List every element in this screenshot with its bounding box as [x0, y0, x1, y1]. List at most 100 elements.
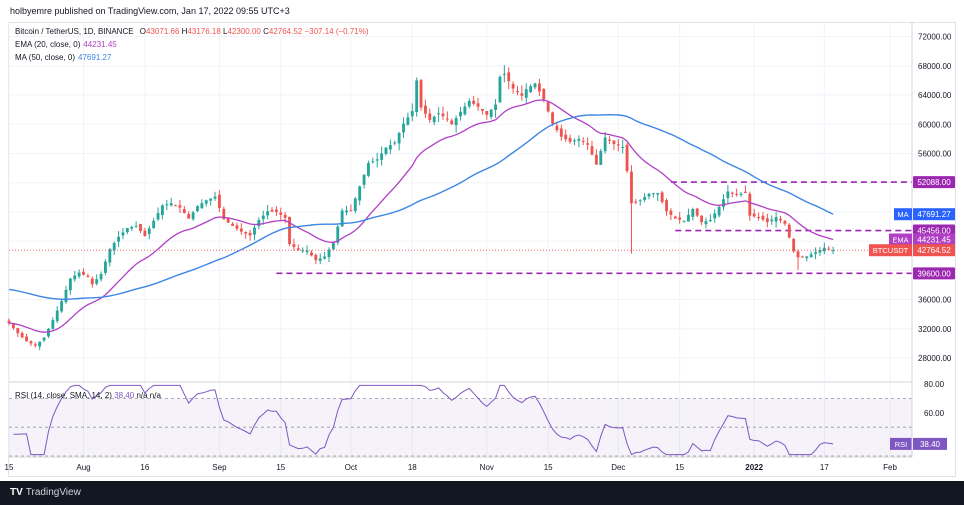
- indicator-tag-name: EMA: [892, 235, 908, 244]
- level-tag: [913, 267, 955, 280]
- candle-body: [248, 232, 252, 236]
- candle-body: [590, 146, 594, 155]
- candle-body: [630, 171, 633, 204]
- ohlc-o-label: O: [139, 27, 147, 36]
- candle-body: [713, 213, 717, 219]
- level-tag-label: 45456.00: [917, 227, 951, 236]
- ma-line: [8, 113, 834, 300]
- candle-body: [253, 227, 256, 235]
- candle-body: [112, 243, 116, 251]
- candle-body: [638, 200, 642, 202]
- candle-body: [301, 250, 305, 252]
- candle-body: [647, 193, 651, 197]
- price-tags: 52088.00 45456.00 39600.00 MA 47691.27 EMA 442…: [869, 176, 955, 280]
- candle-body: [480, 108, 484, 111]
- legend-ema[interactable]: EMA (20, close, 0) 44231.45: [15, 40, 117, 49]
- candle-body: [345, 210, 348, 213]
- candle-body: [77, 272, 81, 277]
- rsi-na-1: n/a: [136, 391, 148, 400]
- candle-body: [261, 215, 265, 220]
- candle-body: [459, 111, 462, 117]
- grid-lines: [8, 22, 912, 456]
- candle-body: [274, 209, 278, 212]
- footer-bar: TV TradingView: [0, 481, 964, 505]
- candle-body: [397, 133, 401, 144]
- indicator-tag-value: 44231.45: [917, 235, 951, 244]
- candle-body: [244, 231, 248, 234]
- candle-body: [288, 216, 291, 245]
- candle-body: [608, 139, 611, 141]
- legend-symbol: Bitcoin / TetherUS, 1D, BINANCE O43071.6…: [15, 27, 369, 36]
- price-tick-label: 68000.00: [918, 62, 952, 71]
- candle-body: [735, 193, 739, 195]
- indicator-tag-name-box: [889, 233, 912, 246]
- candle-body: [160, 205, 164, 216]
- candle-body: [213, 196, 217, 199]
- candle-body: [90, 278, 94, 285]
- candle-body: [279, 212, 283, 215]
- candle-body: [665, 200, 668, 212]
- candle-body: [744, 191, 747, 193]
- time-tick-label: 2022: [745, 463, 763, 472]
- candle-body: [327, 249, 331, 258]
- candle-body: [822, 247, 826, 252]
- candle-body: [678, 217, 682, 220]
- time-tick-label: Aug: [76, 463, 90, 472]
- candle-body: [86, 275, 90, 277]
- candle-body: [551, 112, 554, 124]
- candle-body: [573, 140, 576, 142]
- legend-rsi[interactable]: RSI (14, close, SMA, 14, 2) 38.40 n/a n/…: [15, 391, 161, 400]
- candle-body: [752, 213, 756, 217]
- candle-body: [555, 125, 559, 131]
- indicator-tag-value: 47691.27: [917, 210, 951, 219]
- candle-body: [564, 134, 568, 140]
- candle-body: [143, 230, 147, 237]
- candle-body: [283, 214, 287, 218]
- candle-body: [722, 199, 725, 207]
- candle-body: [130, 226, 134, 229]
- candle-body: [182, 209, 186, 214]
- time-tick-label: 15: [544, 463, 553, 472]
- brand-name: TradingView: [25, 487, 81, 498]
- candle-body: [73, 275, 77, 280]
- candle-body: [765, 218, 769, 223]
- candle-body: [51, 320, 55, 329]
- candle-body: [511, 83, 515, 89]
- candle-body: [524, 89, 528, 98]
- candle-body: [134, 225, 138, 227]
- candle-body: [748, 193, 752, 216]
- rsi-tick-label: 60.00: [924, 409, 945, 418]
- tradingview-logo[interactable]: TV TradingView: [10, 487, 81, 498]
- candle-body: [25, 336, 28, 342]
- indicator-tag-value-box: [913, 233, 955, 246]
- candle-body: [467, 100, 471, 107]
- candle-body: [64, 289, 68, 303]
- candle-body: [204, 200, 208, 204]
- candle-body: [217, 194, 221, 208]
- candle-body: [104, 261, 107, 273]
- candle-body: [616, 144, 620, 146]
- rsi-tag-value-box: [913, 437, 947, 450]
- candle-body: [599, 150, 603, 165]
- candles: [7, 65, 835, 351]
- legend-ma[interactable]: MA (50, close, 0) 47691.27: [15, 53, 111, 62]
- ema-label: EMA (20, close, 0): [15, 40, 81, 49]
- time-tick-label: 16: [140, 463, 149, 472]
- candle-body: [38, 341, 42, 347]
- ohlc-low: 42300.00: [227, 27, 261, 36]
- time-tick-label: Oct: [345, 463, 358, 472]
- candle-body: [95, 279, 99, 284]
- candle-body: [270, 209, 274, 212]
- candle-body: [739, 193, 743, 195]
- candle-body: [546, 101, 550, 112]
- rsi-line: [13, 384, 834, 456]
- candle-body: [222, 208, 226, 220]
- candle-body: [226, 217, 230, 223]
- candle-body: [235, 225, 239, 229]
- candle-body: [358, 186, 362, 201]
- time-tick-label: 18: [408, 463, 417, 472]
- ema-value: 44231.45: [83, 40, 117, 49]
- candle-body: [169, 203, 173, 206]
- rsi-tag-name: RSI: [895, 440, 908, 449]
